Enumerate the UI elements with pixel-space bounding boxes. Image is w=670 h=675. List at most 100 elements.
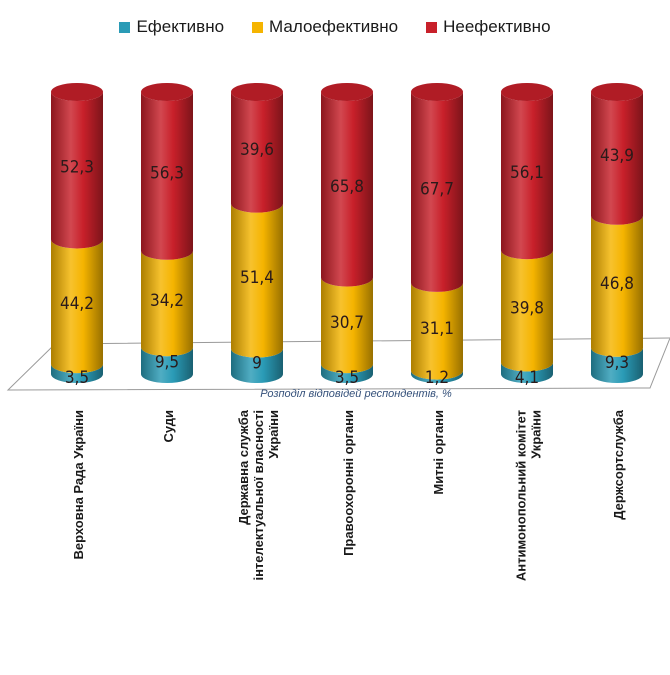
- chart-category-labels: Верховна Рада України Суди Державна служба…: [71, 409, 626, 581]
- bar-segment-body: [591, 215, 643, 357]
- value-label-low-effective: 51,4: [240, 268, 274, 288]
- bar-segment-effective: [411, 370, 463, 383]
- chart-value-labels: Розподіл відповідей респондентів, %3,544…: [60, 140, 634, 400]
- bar-segment-ineffective: [591, 92, 643, 225]
- chart-legend: Ефективно Малоефективно Неефективно: [0, 12, 670, 42]
- bar-segment-ineffective: [501, 92, 553, 260]
- bar-segment-body: [141, 92, 193, 260]
- bar-segment-body: [321, 92, 373, 287]
- bar-1: [51, 83, 103, 383]
- bar-segment-low-effective: [501, 250, 553, 372]
- category-label: Суди: [161, 410, 176, 443]
- chart-bars: [51, 83, 643, 383]
- bar-segment-body: [501, 250, 553, 372]
- legend-swatch-ineffective: [426, 21, 438, 33]
- bar-6: [501, 83, 553, 383]
- value-label-ineffective: 39,6: [240, 140, 274, 160]
- legend-swatch-low-effective: [252, 21, 264, 33]
- value-label-low-effective: 30,7: [330, 313, 364, 333]
- value-label-ineffective: 52,3: [60, 158, 94, 178]
- category-label-line: Суди: [161, 410, 176, 443]
- category-label-line: Держсортслужба: [611, 409, 626, 520]
- x-axis-caption: Розподіл відповідей респондентів, %: [260, 388, 452, 400]
- category-label-line: Державна служба: [236, 409, 251, 525]
- value-label-low-effective: 39,8: [510, 298, 544, 318]
- value-label-effective: 1,2: [425, 368, 449, 388]
- bar-segment-ineffective: [321, 92, 373, 287]
- bar-segment-low-effective: [321, 277, 373, 374]
- category-label-line: Митні органи: [431, 410, 446, 495]
- bar-2: [141, 83, 193, 383]
- category-label-line: Правоохоронні органи: [341, 410, 356, 556]
- bar-segment-low-effective: [411, 282, 463, 380]
- value-label-effective: 9,3: [605, 353, 629, 373]
- bar-segment-body: [231, 348, 283, 383]
- value-label-low-effective: 34,2: [150, 291, 184, 311]
- bar-top-cap: [411, 83, 463, 101]
- bar-segment-low-effective: [141, 250, 193, 357]
- bar-segment-body: [321, 277, 373, 374]
- bar-top-cap: [141, 83, 193, 101]
- value-label-low-effective: 31,1: [420, 319, 454, 339]
- value-label-ineffective: 56,3: [150, 163, 184, 183]
- bar-segment-ineffective: [141, 92, 193, 260]
- legend-label-ineffective: Неефективно: [443, 17, 551, 36]
- legend-item-effective: Ефективно: [119, 17, 224, 37]
- legend-swatch-effective: [119, 21, 131, 33]
- bar-segment-body: [501, 362, 553, 383]
- bar-segment-body: [411, 92, 463, 292]
- value-label-low-effective: 46,8: [600, 274, 634, 294]
- bar-segment-body: [591, 92, 643, 225]
- bar-segment-effective: [231, 348, 283, 383]
- legend-item-ineffective: Неефективно: [426, 17, 551, 37]
- value-label-effective: 4,1: [515, 368, 539, 388]
- bar-segment-body: [51, 92, 103, 249]
- bar-segment-effective: [501, 362, 553, 383]
- bar-segment-low-effective: [51, 239, 103, 374]
- value-label-effective: 9,5: [155, 353, 179, 373]
- category-label-line: Антимонопольний комітет: [514, 410, 529, 581]
- bar-segment-ineffective: [51, 92, 103, 249]
- legend-label-effective: Ефективно: [136, 17, 225, 36]
- category-label: Антимонопольний комітетУкраїни: [514, 410, 544, 581]
- value-label-low-effective: 44,2: [60, 294, 94, 314]
- value-label-ineffective: 56,1: [510, 163, 544, 183]
- bar-3: [231, 83, 283, 383]
- bar-top-cap: [321, 83, 373, 101]
- legend-item-low-effective: Малоефективно: [252, 17, 398, 37]
- bar-segment-body: [411, 370, 463, 383]
- category-label-line: Верховна Рада України: [71, 410, 86, 560]
- category-label-line: України: [266, 410, 281, 459]
- value-label-ineffective: 67,7: [420, 179, 454, 199]
- value-label-ineffective: 43,9: [600, 146, 634, 166]
- value-label-effective: 3,5: [335, 368, 359, 388]
- category-label-line: України: [529, 410, 544, 459]
- category-label: Митні органи: [431, 410, 446, 495]
- category-label: Державна службаінтелектуальної власності…: [236, 409, 281, 580]
- category-label: Правоохоронні органи: [341, 410, 356, 556]
- bar-segment-body: [231, 92, 283, 213]
- bar-7: [591, 83, 643, 383]
- bar-5: [411, 83, 463, 383]
- bar-segment-effective: [591, 347, 643, 383]
- value-label-effective: 3,5: [65, 368, 89, 388]
- bar-segment-body: [141, 250, 193, 357]
- bar-segment-ineffective: [231, 92, 283, 213]
- value-label-effective: 9: [252, 353, 262, 373]
- bar-segment-body: [51, 239, 103, 374]
- bar-segment-effective: [51, 364, 103, 383]
- bar-segment-body: [141, 347, 193, 383]
- bar-segment-low-effective: [591, 215, 643, 357]
- bar-segment-effective: [321, 364, 373, 383]
- bar-segment-body: [321, 364, 373, 383]
- category-label: Верховна Рада України: [71, 410, 86, 560]
- category-label: Держсортслужба: [611, 409, 626, 520]
- legend-label-low-effective: Малоефективно: [269, 17, 399, 36]
- bar-top-cap: [231, 83, 283, 101]
- bar-top-cap: [591, 83, 643, 101]
- bar-segment-body: [501, 92, 553, 260]
- bar-segment-ineffective: [411, 92, 463, 292]
- bar-segment-body: [411, 282, 463, 380]
- category-label-line: інтелектуальної власності: [251, 410, 266, 581]
